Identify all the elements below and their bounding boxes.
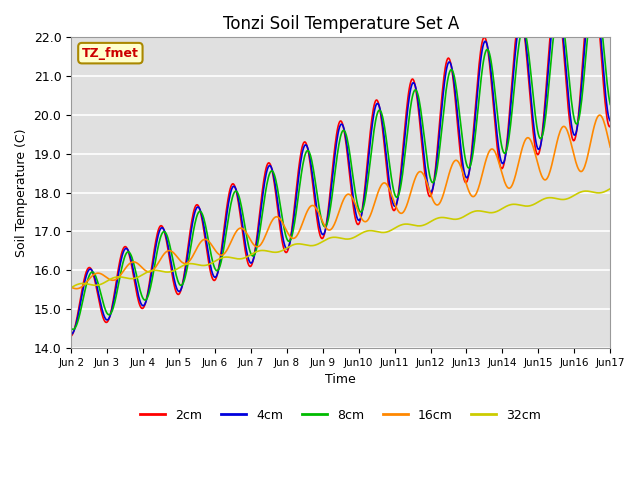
X-axis label: Time: Time <box>325 373 356 386</box>
Y-axis label: Soil Temperature (C): Soil Temperature (C) <box>15 128 28 257</box>
Legend: 2cm, 4cm, 8cm, 16cm, 32cm: 2cm, 4cm, 8cm, 16cm, 32cm <box>135 404 546 427</box>
Title: Tonzi Soil Temperature Set A: Tonzi Soil Temperature Set A <box>223 15 459 33</box>
Text: TZ_fmet: TZ_fmet <box>82 47 139 60</box>
